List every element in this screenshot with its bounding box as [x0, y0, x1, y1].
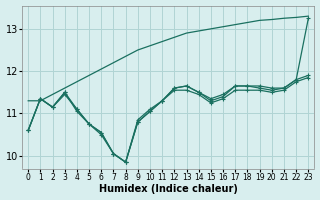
X-axis label: Humidex (Indice chaleur): Humidex (Indice chaleur): [99, 184, 238, 194]
